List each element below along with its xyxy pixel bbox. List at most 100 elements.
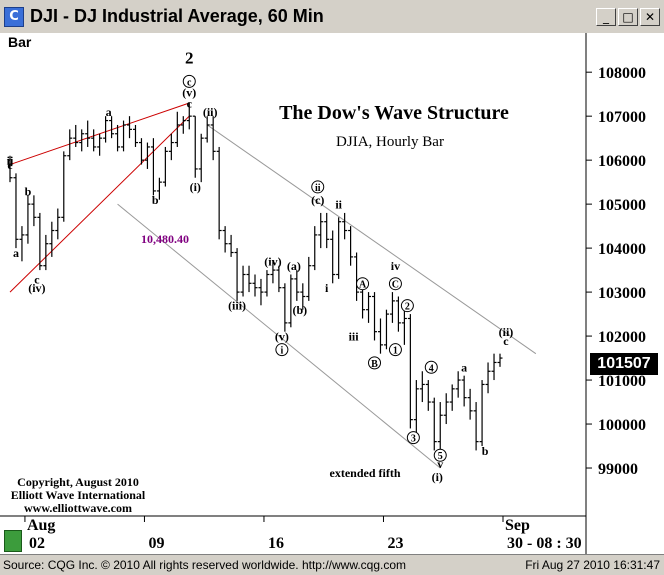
svg-text:B: B — [371, 359, 378, 370]
ohlc-bar — [389, 292, 395, 323]
ohlc-bar — [73, 124, 79, 147]
wave-label: a — [461, 360, 467, 374]
ohlc-bar — [401, 309, 407, 345]
ohlc-bar — [312, 226, 318, 271]
wave-label-circled: 2 — [400, 299, 414, 313]
ohlc-bar — [252, 274, 258, 297]
ohlc-bar — [354, 252, 360, 301]
chart-background — [0, 33, 664, 554]
ohlc-bar — [144, 142, 150, 169]
ohlc-bar — [246, 265, 252, 293]
time-tick-label: 23 — [387, 535, 403, 552]
wave-label: (v) — [275, 329, 289, 343]
wave-label: (ii) — [499, 325, 514, 339]
ohlc-bar — [222, 226, 228, 253]
ohlc-bar — [198, 133, 204, 183]
wave-label: (iv) — [28, 281, 45, 295]
window-title: DJI - DJ Industrial Average, 60 Min — [30, 6, 324, 26]
ohlc-bar — [437, 402, 443, 451]
svg-text:4: 4 — [429, 363, 434, 374]
ohlc-bar — [7, 155, 13, 183]
ohlc-bar — [31, 195, 37, 227]
current-price-box: 101507 — [590, 353, 658, 375]
ohlc-bar — [168, 133, 174, 161]
wave-label: ii — [335, 198, 342, 212]
chart-area[interactable]: 99000 100000 101000 102000 103000 104000 10500… — [0, 33, 664, 554]
ohlc-bar — [443, 393, 449, 425]
wave-label: b — [482, 444, 489, 458]
ohlc-bar — [192, 115, 198, 178]
ohlc-bar — [449, 384, 455, 411]
status-source: Source: CQG Inc. © 2010 All rights reser… — [3, 558, 407, 572]
ohlc-bar — [91, 129, 97, 152]
time-tick-label: 16 — [268, 535, 284, 552]
ohlc-bar — [366, 292, 372, 323]
ohlc-bar — [240, 265, 246, 297]
ohlc-bar — [264, 270, 270, 297]
ohlc-bar — [13, 173, 19, 249]
ohlc-bar — [204, 116, 210, 143]
ohlc-bar — [121, 120, 127, 152]
ohlc-bar — [174, 111, 180, 147]
ohlc-bar — [419, 371, 425, 403]
ohlc-bar — [395, 296, 401, 332]
wave-label: (ii) — [203, 105, 218, 119]
ohlc-bar — [138, 138, 144, 165]
price-tick-label: 106000 — [598, 153, 646, 170]
wave-label: (v) — [182, 85, 196, 99]
time-tick-label: 09 — [148, 535, 164, 552]
ohlc-bar — [431, 397, 437, 451]
wave-label: c — [503, 334, 509, 348]
ohlc-bar — [377, 318, 383, 354]
wave-note: extended fifth — [330, 466, 401, 480]
maximize-button[interactable]: □ — [618, 8, 638, 26]
price-tick-label: 102000 — [598, 329, 646, 346]
price-tick-label: 104000 — [598, 241, 646, 258]
copyright-line-1: Copyright, August 2010 — [17, 475, 139, 489]
close-button[interactable]: ✕ — [640, 8, 660, 26]
ohlc-bar — [210, 116, 216, 161]
ohlc-bar — [132, 124, 138, 147]
price-axis: 99000 100000 101000 102000 103000 104000 10500… — [586, 65, 646, 478]
ohlc-bar — [85, 120, 91, 147]
ohlc-bar — [383, 309, 389, 350]
month-label: Aug — [27, 517, 55, 534]
wave-label: ii — [7, 154, 14, 168]
wave-label-circled: 1 — [388, 343, 402, 357]
ohlc-bar — [234, 248, 240, 301]
ohlc-bar — [413, 380, 419, 433]
price-tick-label: 100000 — [598, 417, 646, 434]
wave-label-circled: ii — [311, 180, 325, 194]
wave-label: iv — [391, 259, 400, 273]
svg-text:2: 2 — [405, 302, 410, 313]
ohlc-bar — [473, 402, 479, 451]
ohlc-bar — [425, 380, 431, 411]
price-annotation: 10,480.40 — [141, 232, 189, 246]
bar-type-label: Bar — [8, 34, 32, 50]
svg-text:5: 5 — [438, 451, 443, 462]
price-tick-label: 101000 — [598, 373, 646, 390]
wave-label: a — [106, 105, 112, 119]
ohlc-bar — [25, 195, 31, 244]
ohlc-bar — [67, 129, 73, 161]
ohlc-bar — [97, 133, 103, 156]
ohlc-bar — [55, 208, 61, 240]
time-tick-label: 02 — [29, 535, 45, 552]
ohlc-bar — [228, 234, 234, 257]
wave-label-circled: 4 — [424, 360, 438, 374]
svg-text:3: 3 — [411, 434, 416, 445]
wave-label: c — [187, 96, 193, 110]
scroll-handle[interactable] — [4, 530, 22, 552]
wave-label: (i) — [190, 180, 201, 194]
app-icon: C — [4, 7, 24, 27]
wave-label: b — [25, 184, 32, 198]
ohlc-bar — [258, 278, 264, 306]
wave-label-circled: i — [275, 343, 289, 357]
time-tick-label: 30 - 08 : 30 — [507, 535, 582, 552]
ohlc-bar — [156, 177, 162, 200]
minimize-button[interactable]: _ — [596, 8, 616, 26]
ohlc-bar — [216, 146, 222, 240]
ohlc-bar — [467, 388, 473, 420]
